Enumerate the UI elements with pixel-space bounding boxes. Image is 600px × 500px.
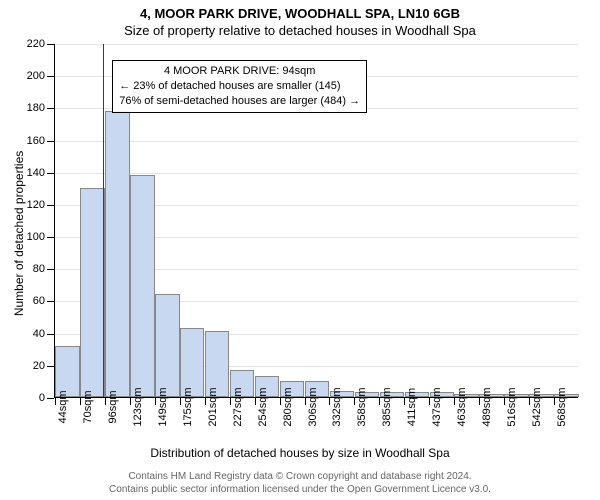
x-tick-label: 44sqm <box>57 390 69 423</box>
y-tick-label: 220 <box>27 38 45 50</box>
annotation-line: 76% of semi-detached houses are larger (… <box>119 94 360 109</box>
histogram-bar <box>80 188 104 397</box>
y-tick <box>47 173 54 174</box>
y-tick <box>47 76 54 77</box>
histogram-bar <box>155 294 179 397</box>
x-tick <box>255 398 256 405</box>
histogram-bar <box>130 175 154 397</box>
annotation-line: 4 MOOR PARK DRIVE: 94sqm <box>119 64 360 79</box>
x-tick-label: 280sqm <box>282 387 294 426</box>
y-tick <box>47 108 54 109</box>
x-tick-label: 489sqm <box>481 387 493 426</box>
chart-area: 02040608010012014016018020022044sqm70sqm… <box>54 44 578 398</box>
y-tick <box>47 141 54 142</box>
x-tick-label: 227sqm <box>232 387 244 426</box>
x-tick <box>554 398 555 405</box>
y-tick-label: 160 <box>27 135 45 147</box>
x-tick <box>305 398 306 405</box>
x-tick-label: 123sqm <box>132 387 144 426</box>
x-tick <box>105 398 106 405</box>
x-tick-label: 70sqm <box>82 390 94 423</box>
gridline <box>55 141 578 142</box>
y-tick <box>47 237 54 238</box>
x-tick-label: 542sqm <box>531 387 543 426</box>
x-tick-label: 149sqm <box>157 387 169 426</box>
x-tick <box>80 398 81 405</box>
y-tick <box>47 269 54 270</box>
x-axis-label: Distribution of detached houses by size … <box>0 446 600 460</box>
gridline <box>55 44 578 45</box>
x-tick-label: 306sqm <box>307 387 319 426</box>
x-tick-label: 385sqm <box>381 387 393 426</box>
x-tick <box>155 398 156 405</box>
chart-subtitle: Size of property relative to detached ho… <box>0 21 600 38</box>
x-tick-label: 516sqm <box>506 387 518 426</box>
y-tick-label: 20 <box>33 360 45 372</box>
y-tick-label: 60 <box>33 295 45 307</box>
histogram-bar <box>105 111 129 397</box>
x-tick <box>180 398 181 405</box>
chart-title: 4, MOOR PARK DRIVE, WOODHALL SPA, LN10 6… <box>0 0 600 21</box>
footer-attribution: Contains HM Land Registry data © Crown c… <box>0 470 600 496</box>
x-tick-label: 96sqm <box>107 390 119 423</box>
x-tick <box>205 398 206 405</box>
y-tick <box>47 44 54 45</box>
y-tick <box>47 366 54 367</box>
x-tick <box>230 398 231 405</box>
plot-region: 02040608010012014016018020022044sqm70sqm… <box>54 44 578 398</box>
y-tick-label: 180 <box>27 102 45 114</box>
x-tick-label: 332sqm <box>331 387 343 426</box>
footer-line1: Contains HM Land Registry data © Crown c… <box>0 470 600 483</box>
x-tick-label: 437sqm <box>431 387 443 426</box>
x-tick <box>280 398 281 405</box>
y-axis-label: Number of detached properties <box>12 151 26 316</box>
x-tick <box>55 398 56 405</box>
x-tick <box>130 398 131 405</box>
y-tick <box>47 398 54 399</box>
x-tick-label: 201sqm <box>207 387 219 426</box>
annotation-line: ← 23% of detached houses are smaller (14… <box>119 79 360 94</box>
x-tick-label: 568sqm <box>556 387 568 426</box>
x-tick-label: 358sqm <box>356 387 368 426</box>
x-tick-label: 463sqm <box>456 387 468 426</box>
y-tick <box>47 301 54 302</box>
y-tick-label: 80 <box>33 263 45 275</box>
y-tick-label: 120 <box>27 199 45 211</box>
footer-line2: Contains public sector information licen… <box>0 483 600 496</box>
x-tick-label: 411sqm <box>406 388 418 426</box>
x-tick-label: 254sqm <box>257 387 269 426</box>
x-tick <box>529 398 530 405</box>
x-tick <box>504 398 505 405</box>
y-tick-label: 140 <box>27 167 45 179</box>
y-tick-label: 200 <box>27 70 45 82</box>
y-tick-label: 100 <box>27 231 45 243</box>
gridline <box>55 173 578 174</box>
annotation-box: 4 MOOR PARK DRIVE: 94sqm← 23% of detache… <box>112 60 367 113</box>
y-tick <box>47 334 54 335</box>
y-tick <box>47 205 54 206</box>
reference-line <box>103 44 104 397</box>
histogram-bar <box>55 346 79 397</box>
x-tick-label: 175sqm <box>182 387 194 426</box>
y-tick-label: 40 <box>33 328 45 340</box>
y-tick-label: 0 <box>39 392 45 404</box>
